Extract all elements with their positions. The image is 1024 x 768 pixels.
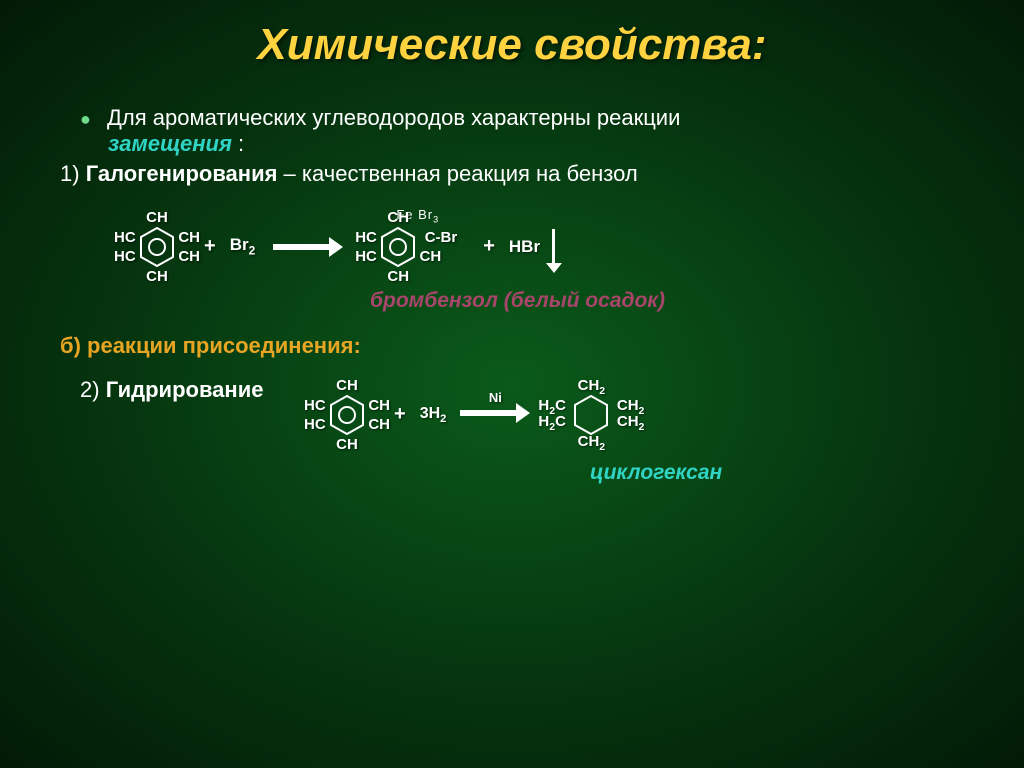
intro-text: ● Для ароматических углеводородов характ… (50, 105, 974, 157)
item1-prefix: 1) (60, 161, 86, 186)
item-2: 2) Гидрирование CH CH HC HC CH CH + 3H2 … (50, 377, 974, 485)
catalyst-2: Ni (489, 390, 502, 405)
catalyst-1: ________________ Fe Br3 (260, 207, 974, 225)
intro-keyword: замещения (108, 131, 238, 156)
reagent-1: Br2 (230, 235, 256, 257)
plus-1b: + (483, 235, 495, 258)
down-arrow-icon (552, 229, 555, 265)
byproduct-1: HBr (509, 237, 540, 257)
arrow-icon (273, 239, 343, 255)
product-2: циклогексан (590, 461, 722, 485)
reaction-1: ________________ Fe Br3 CH CH HC HC CH C… (50, 207, 974, 313)
plus-1: + (204, 235, 216, 258)
reaction-2: CH CH HC HC CH CH + 3H2 Ni CH2 CH2 H2C H… (330, 377, 722, 485)
product-1: бромбензол (белый осадок) (370, 289, 974, 313)
cyclohexane: CH2 CH2 H2C H2C CH2 CH2 (574, 395, 608, 435)
section-b: б) реакции присоединения: (50, 333, 974, 359)
item2-bold: Гидрирование (106, 377, 264, 402)
benzene-right: CH CH HC HC C-Br CH (381, 227, 415, 267)
intro-part1: Для ароматических углеводородов характер… (107, 105, 680, 130)
item1-bold: Галогенирования (86, 161, 278, 186)
reagent-2: 3H2 (420, 405, 447, 425)
bullet-icon: ● (80, 109, 91, 129)
plus-2: + (394, 403, 406, 426)
benzene-2: CH CH HC HC CH CH (330, 395, 364, 435)
item-1: 1) Галогенирования – качественная реакци… (50, 161, 974, 187)
item1-rest: – качественная реакция на бензол (277, 161, 637, 186)
benzene-left: CH CH HC HC CH CH (140, 227, 174, 267)
arrow-icon-2 (460, 405, 530, 421)
item2-prefix: 2) (80, 377, 106, 402)
slide-title: Химические свойства: (50, 20, 974, 70)
intro-colon: : (238, 131, 244, 156)
